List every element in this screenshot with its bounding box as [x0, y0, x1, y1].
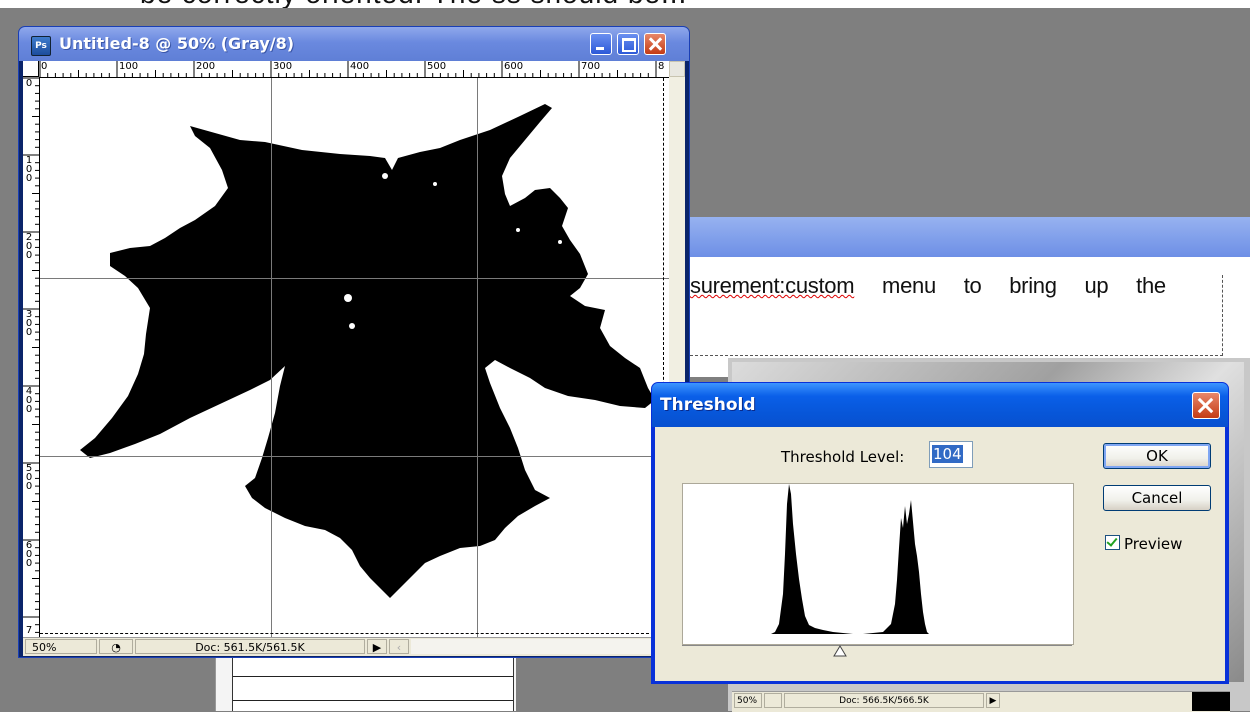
- threshold-level-value: 104: [932, 445, 963, 463]
- ruler-top-label: 300: [273, 61, 293, 72]
- leaf-silhouette: [80, 104, 655, 598]
- horizontal-ruler-ticks: [39, 61, 657, 77]
- scroll-left-arrow-icon[interactable]: ‹: [389, 639, 409, 654]
- document-status-bar: 50% ◔ Doc: 561.5K/561.5K ▶ ‹ ›: [23, 637, 685, 656]
- second-window-edge: [1192, 692, 1230, 711]
- top-doc-text: be correctly oriented. The ss should be.…: [140, 0, 687, 8]
- preview-checkbox[interactable]: Preview: [1105, 535, 1182, 553]
- status-arrow-icon[interactable]: ▶: [367, 639, 387, 654]
- misspelled-word: surement:custom: [690, 273, 855, 298]
- horizontal-guide[interactable]: [40, 456, 669, 457]
- photoshop-app-icon[interactable]: Ps: [31, 36, 51, 56]
- document-text-line: surement:custom menu to bring up the: [690, 273, 1220, 299]
- ruler-top-label: 400: [350, 61, 370, 72]
- ok-button[interactable]: OK: [1103, 443, 1211, 469]
- threshold-level-label: Threshold Level:: [781, 448, 905, 466]
- status-menu-icon[interactable]: ◔: [99, 639, 133, 654]
- scroll-up-arrow-icon[interactable]: [669, 61, 685, 77]
- ruler-top-label: 200: [196, 61, 216, 72]
- ruler-top-label: 0: [41, 61, 48, 72]
- document-titlebar[interactable]: Ps Untitled-8 @ 50% (Gray/8): [19, 27, 689, 61]
- minimize-button[interactable]: [590, 33, 612, 55]
- horizontal-guide[interactable]: [40, 278, 669, 279]
- horizontal-ruler[interactable]: 0 100 200 300 400 500 600 700 8: [39, 61, 669, 78]
- preview-label: Preview: [1124, 535, 1183, 553]
- threshold-slider-handle-icon[interactable]: [833, 645, 847, 657]
- ruler-top-label: 8: [658, 61, 665, 72]
- vertical-ruler-ticks: [23, 77, 39, 633]
- maximize-button[interactable]: [617, 33, 639, 55]
- threshold-title: Threshold: [660, 395, 756, 415]
- histogram-bars: [771, 484, 929, 634]
- table-line: [233, 700, 513, 701]
- ruler-origin[interactable]: [23, 61, 39, 77]
- histogram-track: [682, 645, 1072, 646]
- canvas-boundary: [40, 78, 664, 634]
- vertical-guide[interactable]: [477, 78, 478, 637]
- document-text-rest: menu to bring up the: [882, 273, 1166, 298]
- second-status-arrow-icon[interactable]: ▶: [986, 693, 1000, 708]
- second-doc-size: Doc: 566.5K/566.5K: [784, 693, 984, 708]
- threshold-dialog: Threshold Threshold Level: 104 OK Cancel…: [651, 382, 1229, 684]
- ruler-left-label: 7: [25, 625, 33, 636]
- ruler-top-label: 700: [581, 61, 601, 72]
- background-document-window: surement:custom menu to bring up the: [690, 217, 1250, 377]
- zoom-field[interactable]: 50%: [25, 639, 97, 654]
- document-title: Untitled-8 @ 50% (Gray/8): [59, 34, 295, 53]
- dialog-close-button[interactable]: [1192, 392, 1220, 419]
- checkbox-checked-icon[interactable]: [1105, 535, 1120, 550]
- photoshop-document-window: Ps Untitled-8 @ 50% (Gray/8) 0 100 200 3…: [18, 26, 690, 658]
- second-status-menu-icon[interactable]: [764, 693, 782, 708]
- threshold-titlebar[interactable]: Threshold: [652, 383, 1228, 427]
- ruler-top-label: 100: [119, 61, 139, 72]
- close-button[interactable]: [644, 33, 666, 55]
- doc-size: Doc: 561.5K/561.5K: [135, 639, 365, 654]
- ruler-left-label: 0: [25, 78, 33, 89]
- threshold-level-input[interactable]: 104: [929, 441, 973, 468]
- horizontal-scrollbar[interactable]: [411, 639, 661, 654]
- image-canvas[interactable]: [40, 78, 669, 637]
- histogram: [682, 483, 1074, 645]
- second-window-status-bar: 50% Doc: 566.5K/566.5K ▶: [732, 691, 1230, 712]
- vertical-guide[interactable]: [271, 78, 272, 637]
- ruler-top-label: 500: [427, 61, 447, 72]
- threshold-body: Threshold Level: 104 OK Cancel Preview: [655, 427, 1225, 681]
- document-text-box: [690, 275, 1223, 356]
- second-zoom-field[interactable]: 50%: [734, 693, 762, 708]
- background-window-titlebar[interactable]: [690, 217, 1250, 257]
- background-document-top: be correctly oriented. The ss should be.…: [0, 0, 1250, 8]
- table-line: [233, 676, 513, 677]
- ruler-top-label: 600: [504, 61, 524, 72]
- cancel-button[interactable]: Cancel: [1103, 485, 1211, 511]
